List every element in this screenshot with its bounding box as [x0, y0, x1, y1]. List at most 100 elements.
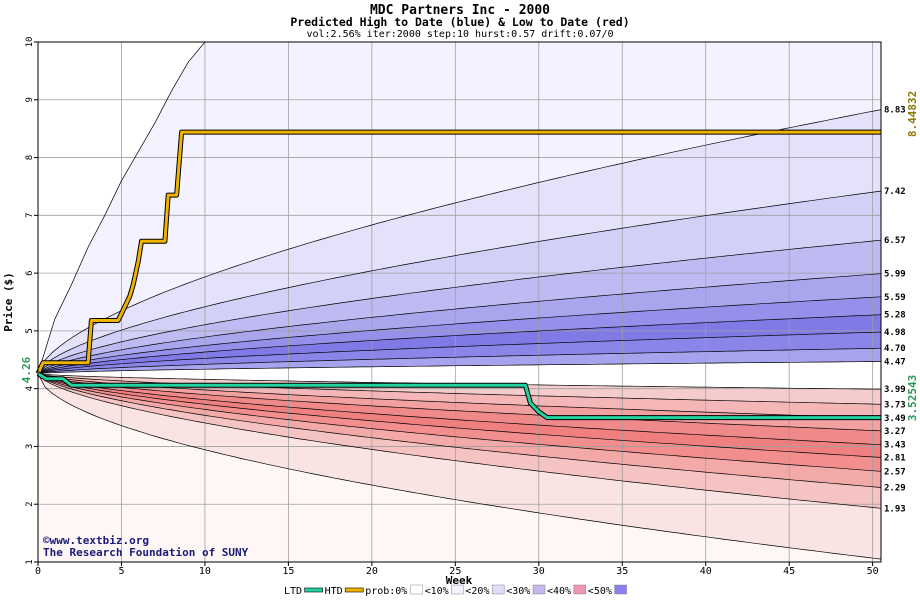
legend-label-1: HTD	[325, 586, 343, 597]
legend-label-4: <20%	[465, 586, 489, 597]
right-label-high-8: 4.47	[884, 358, 906, 368]
right-label-low-4: 3.43	[884, 441, 906, 451]
y-tick-label-7: 7	[25, 213, 35, 218]
low-band-4	[38, 373, 881, 458]
x-tick-label-15: 15	[282, 566, 294, 577]
legend-label-2: prob:0%	[365, 586, 407, 597]
median-gap	[38, 361, 881, 390]
contour-0	[37, 41, 881, 374]
contour-19	[37, 373, 882, 560]
contour-2	[37, 190, 882, 374]
y-tick-label-10: 10	[25, 37, 35, 48]
y-tick-label-2: 2	[25, 502, 35, 507]
high-band-1	[38, 109, 881, 374]
right-label-low-6: 2.57	[884, 467, 906, 477]
chart-subtitle: Predicted High to Date (blue) & Low to D…	[290, 15, 629, 29]
y-tick-label-6: 6	[25, 270, 35, 275]
legend-swatch-2	[410, 584, 423, 595]
low-outer-band	[38, 373, 881, 562]
contour-6	[37, 314, 882, 374]
contour-13	[37, 373, 882, 432]
x-tick-label-10: 10	[199, 566, 211, 577]
high-band-4	[38, 273, 881, 374]
low-band-1	[38, 373, 881, 419]
chart-params: vol:2.56% iter:2000 step:10 hurst:0.57 d…	[306, 29, 613, 40]
start-price-label: 4.26	[20, 356, 33, 383]
right-label-low-1: 3.73	[884, 400, 906, 410]
y-tick-label-3: 3	[25, 444, 35, 449]
high-band-8	[38, 348, 881, 374]
contour-12	[37, 373, 882, 419]
right-label-low-0: 3.99	[884, 385, 906, 395]
y-tick-label-4: 4	[25, 386, 35, 391]
x-tick-label-40: 40	[700, 566, 712, 577]
x-tick-label-20: 20	[366, 566, 378, 577]
right-label-high-6: 4.98	[884, 328, 906, 338]
right-label-high-2: 6.57	[884, 236, 906, 246]
chart-title: MDC Partners Inc - 2000	[370, 3, 550, 18]
contour-14	[37, 373, 882, 446]
contour-1	[37, 109, 882, 374]
legend-label-6: <40%	[547, 586, 571, 597]
y-tick-label-1: 1	[25, 559, 35, 564]
legend-swatch-6	[573, 584, 587, 595]
high-band-2	[38, 191, 881, 374]
contour-18	[37, 373, 882, 509]
contour-4	[37, 273, 882, 374]
y-tick-label-9: 9	[25, 97, 35, 102]
actual-high-label: 8.44832	[906, 91, 919, 137]
plot-frame	[37, 41, 882, 563]
contour-7	[37, 331, 882, 374]
x-tick-label-50: 50	[867, 566, 879, 577]
y-tick-label-8: 8	[25, 155, 35, 160]
legend-line-0	[304, 587, 323, 593]
right-label-high-3: 5.99	[884, 270, 906, 280]
right-label-low-2: 3.49	[884, 414, 906, 424]
legend-line-1	[344, 587, 364, 593]
legend-label-3: <10%	[425, 586, 449, 597]
right-label-high-1: 7.42	[884, 187, 906, 197]
legend-swatch-3	[451, 584, 464, 595]
right-label-high-7: 4.70	[884, 344, 906, 354]
x-axis-ticks: 0 5 10 15 20 25 30 35 40 45 50	[35, 562, 879, 577]
probability-bands	[38, 42, 881, 562]
x-tick-label-45: 45	[783, 566, 795, 577]
legend: LTD HTD prob:0% <10% <20% <30% <40% <50%	[284, 584, 627, 597]
high-band-7	[38, 332, 881, 374]
low-band-5	[38, 373, 881, 472]
right-label-low-8: 1.93	[884, 504, 906, 514]
high-band-0	[38, 42, 881, 374]
actual-low-label: 3.52543	[906, 375, 919, 421]
series-line-ltd	[37, 372, 881, 420]
x-axis-label: Week	[446, 574, 473, 587]
legend-label-7: <50%	[588, 586, 612, 597]
right-label-high-5: 5.28	[884, 311, 906, 321]
credit-line-1: ©www.textbiz.org	[43, 534, 149, 547]
legend-label-0: LTD	[284, 586, 302, 597]
series-lines	[35, 129, 881, 421]
legend-swatch-5	[532, 584, 546, 595]
right-label-low-3: 3.27	[884, 427, 906, 437]
x-tick-label-35: 35	[616, 566, 628, 577]
legend-swatch-7	[614, 584, 627, 595]
x-tick-label-25: 25	[449, 566, 461, 577]
contour-5	[37, 296, 882, 374]
low-band-3	[38, 373, 881, 445]
high-band-3	[38, 240, 881, 374]
y-axis-ticks: 1 2 3 4 5 6 7 8 9 10	[25, 37, 38, 565]
low-band-6	[38, 373, 881, 488]
right-label-low-7: 2.29	[884, 483, 906, 493]
contour-8	[37, 347, 882, 374]
right-value-labels: 8.83 7.42 6.57 5.99 5.59 5.28 4.98 4.70 4.47 3.99…	[884, 106, 906, 515]
high-band-6	[38, 314, 881, 374]
low-band-8	[38, 373, 881, 560]
right-label-high-4: 5.59	[884, 293, 906, 303]
contour-3	[37, 239, 882, 374]
contour-16	[37, 373, 882, 472]
x-tick-label-5: 5	[118, 566, 124, 577]
x-tick-label-0: 0	[35, 566, 41, 577]
legend-swatch-4	[491, 584, 505, 595]
y-tick-label-5: 5	[25, 328, 35, 333]
series-line-htd	[36, 130, 881, 375]
